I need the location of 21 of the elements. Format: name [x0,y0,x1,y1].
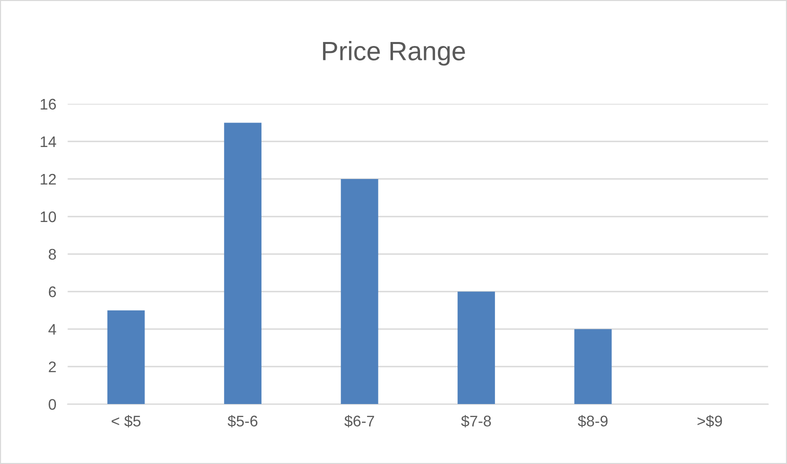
y-tick-label: 16 [40,98,56,110]
bar [574,329,612,404]
chart-title: Price Range [323,41,465,66]
y-tick-label: 12 [40,174,56,185]
bar [107,310,145,404]
bar [340,178,378,404]
y-tick-label: 8 [48,248,56,260]
y-tick-label: 6 [48,286,56,298]
x-tick-label: >$9 [698,415,722,428]
y-tick-label: 2 [48,361,56,372]
x-tick-label: $8-9 [578,415,608,428]
x-tick-label: < $5 [112,415,140,428]
x-tick-label: $6-7 [344,415,374,428]
y-tick-label: 0 [48,399,56,410]
y-tick-label: 4 [48,324,56,335]
bar [458,292,495,404]
bar [224,122,262,404]
x-tick-label: $5-6 [228,415,258,428]
y-tick-label: 10 [40,211,56,222]
x-tick-label: $7-8 [461,415,491,428]
y-tick-label: 14 [40,136,56,147]
